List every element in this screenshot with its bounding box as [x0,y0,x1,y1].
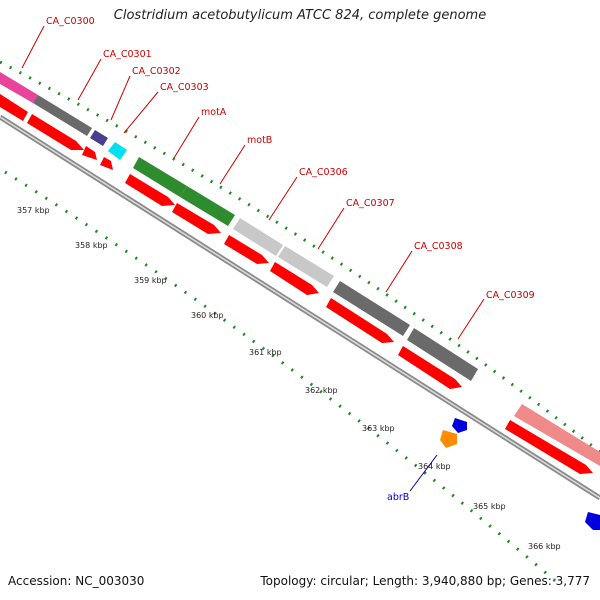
cds-arrow[interactable] [172,203,221,234]
leader-line [110,75,131,121]
feature-abrB[interactable] [440,430,457,448]
cds-arrow[interactable] [270,262,319,295]
tick-label: 364 kbp [418,462,451,471]
cds-arrow[interactable] [82,146,97,160]
tick-label: 359 kbp [134,276,167,285]
accession-text: Accession: NC_003030 [8,574,145,588]
tick-label: 365 kbp [473,502,506,511]
leader-line [219,144,246,185]
leader-line [123,91,159,134]
leader-line [457,298,485,340]
genome-backbone-highlight [0,116,600,499]
leader-line [173,116,200,159]
topology-info-text: Topology: circular; Length: 3,940,880 bp… [260,574,590,588]
tick-label: 361 kbp [249,348,282,357]
cds-arrow[interactable] [224,235,269,264]
cds-arrow[interactable] [125,174,175,206]
inner-tick-track [4,170,561,587]
tick-label: 357 kbp [17,206,50,215]
label-abrB[interactable]: abrB [387,492,409,503]
feature-CA_C0302[interactable] [90,130,108,146]
cds-arrow[interactable] [398,346,462,389]
feature-CA_C0306[interactable] [233,218,283,256]
tick-label: 358 kbp [75,241,108,250]
label-CA_C0302[interactable]: CA_C0302 [132,66,181,77]
tick-label: 366 kbp [528,542,561,551]
leader-line [21,25,45,69]
feature-CA_C0308[interactable] [333,281,410,336]
tick-label: 360 kbp [191,311,224,320]
label-CA_C0301[interactable]: CA_C0301 [103,49,152,60]
cds-arrow[interactable] [27,114,84,150]
feature-CA_C0307[interactable] [278,246,334,287]
feature-next[interactable] [514,404,600,466]
label-CA_C0309[interactable]: CA_C0309 [486,290,535,301]
label-motA[interactable]: motA [201,107,227,118]
cds-arrow[interactable] [326,298,394,343]
cds-arrow[interactable] [0,94,28,121]
feature-CA_C0300[interactable] [0,72,38,103]
feature-CA_C0301[interactable] [33,95,92,136]
leader-line-abrB [409,454,438,492]
leader-line [268,176,298,221]
label-motB[interactable]: motB [247,135,272,146]
cds-arrow[interactable] [100,157,113,170]
leader-line [317,207,345,250]
leader-line [385,250,413,293]
leader-line [77,58,102,101]
label-CA_C0308[interactable]: CA_C0308 [414,241,463,252]
feature-motA[interactable] [133,157,187,197]
label-CA_C0307[interactable]: CA_C0307 [346,198,395,209]
feature-motB[interactable] [180,186,235,226]
feature-small-blue[interactable] [452,418,467,433]
label-CA_C0306[interactable]: CA_C0306 [299,167,348,178]
cds-arrow[interactable] [505,420,593,474]
feature-CA_C0303[interactable] [108,142,127,160]
label-CA_C0303[interactable]: CA_C0303 [160,82,209,93]
feature-CA_C0309[interactable] [407,328,478,381]
feature-small-blue-2[interactable] [585,512,600,530]
tick-label: 363 kbp [362,424,395,433]
tick-label: 362 kbp [305,386,338,395]
map-title: Clostridium acetobutylicum ATCC 824, com… [113,8,487,23]
label-CA_C0300[interactable]: CA_C0300 [46,16,95,27]
